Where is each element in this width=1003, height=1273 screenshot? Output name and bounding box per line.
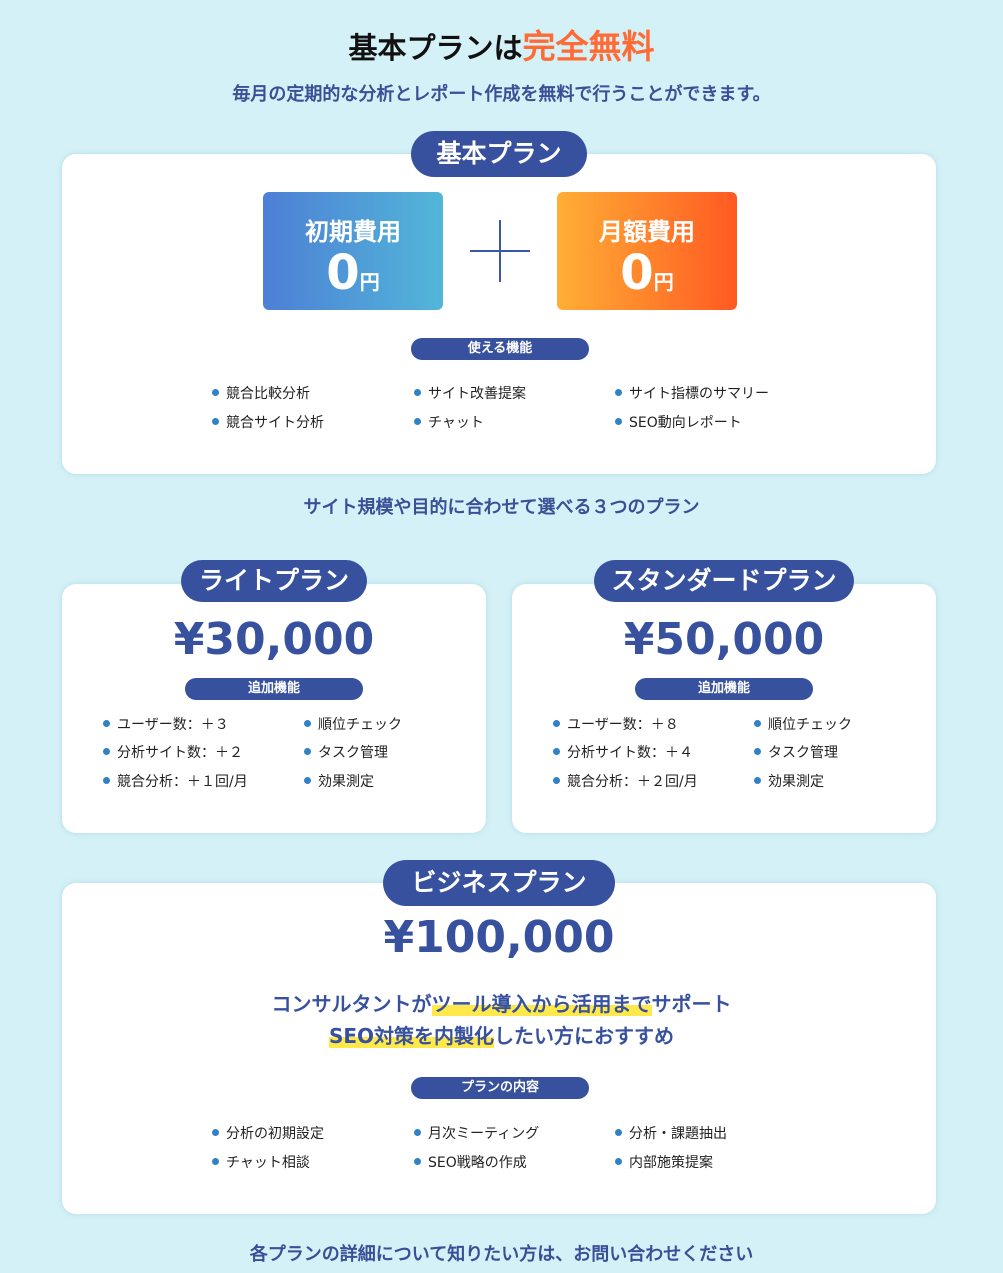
feature-item: サイト改善提案	[414, 383, 526, 403]
basic-plan-label: 基本プラン	[411, 131, 587, 177]
business-features-label: プランの内容	[411, 1077, 589, 1099]
feature-item: 分析サイト数：＋４	[553, 742, 693, 762]
standard-price: ¥50,000	[623, 614, 825, 665]
feature-item: 分析サイト数：＋２	[103, 742, 243, 762]
feature-item: 競合比較分析	[212, 383, 310, 403]
plans-heading: サイト規模や目的に合わせて選べる３つのプラン	[303, 497, 700, 518]
feature-item: SEO戦略の作成	[414, 1152, 527, 1172]
feature-item: ユーザー数：＋８	[553, 714, 679, 734]
feature-item: 効果測定	[754, 771, 824, 791]
page-subtitle: 毎月の定期的な分析とレポート作成を無料で行うことができます。	[232, 84, 771, 105]
standard-plan-label: スタンダードプラン	[594, 560, 854, 602]
basic-plan-card	[62, 154, 936, 474]
footer-cta-text: 各プランの詳細について知りたい方は、お問い合わせください	[249, 1244, 754, 1265]
feature-item: チャット	[414, 412, 484, 432]
feature-item: タスク管理	[754, 742, 838, 762]
feature-item: チャット相談	[212, 1152, 310, 1172]
feature-item: 分析・課題抽出	[615, 1123, 727, 1143]
monthly-cost-box: 月額費用 0円	[557, 192, 737, 310]
lite-features-label: 追加機能	[185, 678, 363, 700]
title-accent: 完全無料	[522, 27, 655, 66]
feature-item: 分析の初期設定	[212, 1123, 324, 1143]
lite-price: ¥30,000	[173, 614, 375, 665]
highlight: SEO対策を内製化	[328, 1024, 495, 1048]
features-label: 使える機能	[411, 338, 589, 360]
highlight: ツール導入から活用まで	[431, 992, 652, 1016]
feature-item: 月次ミーティング	[414, 1123, 539, 1143]
feature-item: サイト指標のサマリー	[615, 383, 769, 403]
business-price: ¥100,000	[383, 912, 615, 963]
standard-features-label: 追加機能	[635, 678, 813, 700]
standard-plan-card	[512, 584, 936, 833]
feature-item: SEO動向レポート	[615, 412, 742, 432]
business-description: コンサルタントがツール導入から活用までサポート SEO対策を内製化したい方におす…	[271, 992, 732, 1048]
feature-item: 順位チェック	[304, 714, 402, 734]
feature-item: 効果測定	[304, 771, 374, 791]
feature-item: 内部施策提案	[615, 1152, 713, 1172]
initial-cost-box: 初期費用 0円	[263, 192, 443, 310]
feature-item: 競合分析：＋２回/月	[553, 771, 698, 791]
business-plan-label: ビジネスプラン	[383, 860, 615, 906]
feature-item: 順位チェック	[754, 714, 852, 734]
feature-item: 競合サイト分析	[212, 412, 324, 432]
feature-item: ユーザー数：＋３	[103, 714, 229, 734]
page-title: 基本プランは完全無料	[348, 27, 655, 66]
lite-plan-label: ライトプラン	[181, 560, 367, 602]
feature-item: 競合分析：＋１回/月	[103, 771, 248, 791]
lite-plan-card	[62, 584, 486, 833]
plus-icon	[499, 220, 501, 282]
feature-item: タスク管理	[304, 742, 388, 762]
